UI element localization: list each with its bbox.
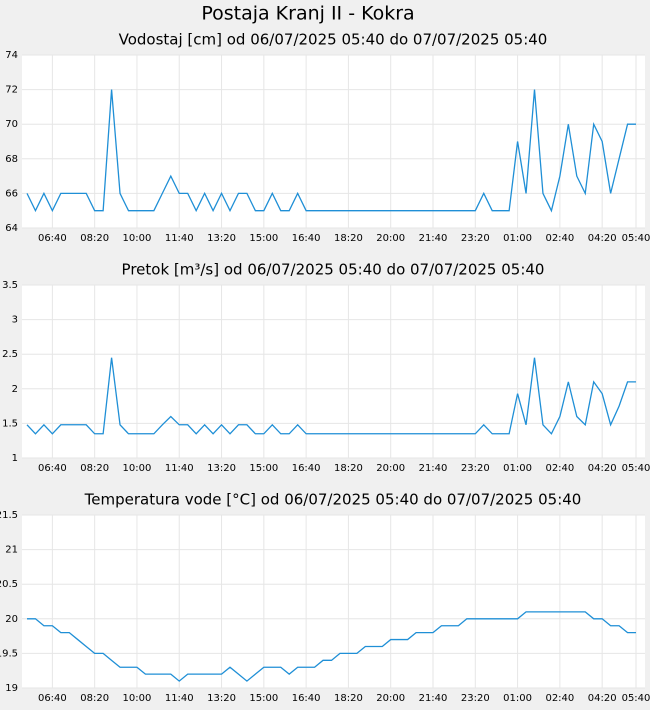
x-tick-label: 23:20 [461,693,490,704]
y-tick-label: 20.5 [0,579,18,590]
y-tick-label: 19 [5,683,18,694]
x-tick-label: 18:20 [334,693,363,704]
x-tick-label: 05:40 [622,463,650,474]
y-tick-label: 2.5 [2,349,18,360]
x-tick-label: 11:40 [165,463,194,474]
x-tick-label: 02:40 [545,693,574,704]
y-tick-label: 21 [5,545,18,556]
x-tick-label: 06:40 [38,693,67,704]
y-tick-label: 3 [12,315,18,326]
data-line [27,611,636,682]
x-tick-label: 10:00 [123,693,152,704]
page-title: Postaja Kranj II - Kokra [201,3,414,25]
x-tick-label: 16:40 [292,463,321,474]
x-tick-label: 01:00 [503,233,532,244]
x-tick-label: 08:20 [80,233,109,244]
x-tick-label: 05:40 [622,693,650,704]
y-tick-label: 70 [5,119,18,130]
y-tick-label: 19.5 [0,648,18,659]
y-tick-label: 74 [5,50,18,61]
x-tick-label: 08:20 [80,693,109,704]
x-tick-label: 02:40 [545,463,574,474]
y-tick-label: 20 [5,614,18,625]
x-tick-label: 15:00 [249,463,278,474]
chart-title: Temperatura vode [°C] od 06/07/2025 05:4… [84,491,582,509]
chart-title: Pretok [m³/s] od 06/07/2025 05:40 do 07/… [122,261,545,279]
x-tick-label: 16:40 [292,693,321,704]
x-tick-label: 01:00 [503,693,532,704]
y-tick-label: 1.5 [2,418,18,429]
x-tick-label: 23:20 [461,233,490,244]
y-tick-label: 66 [5,188,18,199]
x-tick-label: 10:00 [123,463,152,474]
x-tick-label: 15:00 [249,233,278,244]
x-tick-label: 04:20 [588,463,617,474]
y-tick-label: 64 [5,223,18,234]
x-tick-label: 20:00 [376,693,405,704]
y-tick-label: 2 [12,384,18,395]
x-tick-label: 10:00 [123,233,152,244]
y-tick-label: 21.5 [0,510,18,521]
x-tick-label: 20:00 [376,463,405,474]
y-tick-label: 68 [5,154,18,165]
chart-title: Vodostaj [cm] od 06/07/2025 05:40 do 07/… [119,31,548,49]
x-tick-label: 15:00 [249,693,278,704]
x-tick-label: 08:20 [80,463,109,474]
x-tick-label: 06:40 [38,233,67,244]
x-tick-label: 20:00 [376,233,405,244]
plot-area [22,285,645,458]
x-tick-label: 13:20 [207,693,236,704]
x-tick-label: 11:40 [165,693,194,704]
x-tick-label: 18:20 [334,463,363,474]
x-tick-label: 16:40 [292,233,321,244]
x-tick-label: 21:40 [419,693,448,704]
x-tick-label: 01:00 [503,463,532,474]
x-tick-label: 05:40 [622,233,650,244]
data-line [26,89,636,213]
x-tick-label: 18:20 [334,233,363,244]
x-tick-label: 11:40 [165,233,194,244]
x-tick-label: 06:40 [38,463,67,474]
x-tick-label: 04:20 [588,233,617,244]
y-tick-label: 3.5 [2,280,18,291]
x-tick-label: 04:20 [588,693,617,704]
x-tick-label: 21:40 [419,463,448,474]
plot-area [22,55,645,228]
x-tick-label: 13:20 [207,463,236,474]
x-tick-label: 23:20 [461,463,490,474]
x-tick-label: 13:20 [207,233,236,244]
y-tick-label: 1 [12,453,18,464]
y-tick-label: 72 [5,85,18,96]
x-tick-label: 21:40 [419,233,448,244]
data-line [26,357,636,435]
x-tick-label: 02:40 [545,233,574,244]
plot-area [22,515,645,688]
